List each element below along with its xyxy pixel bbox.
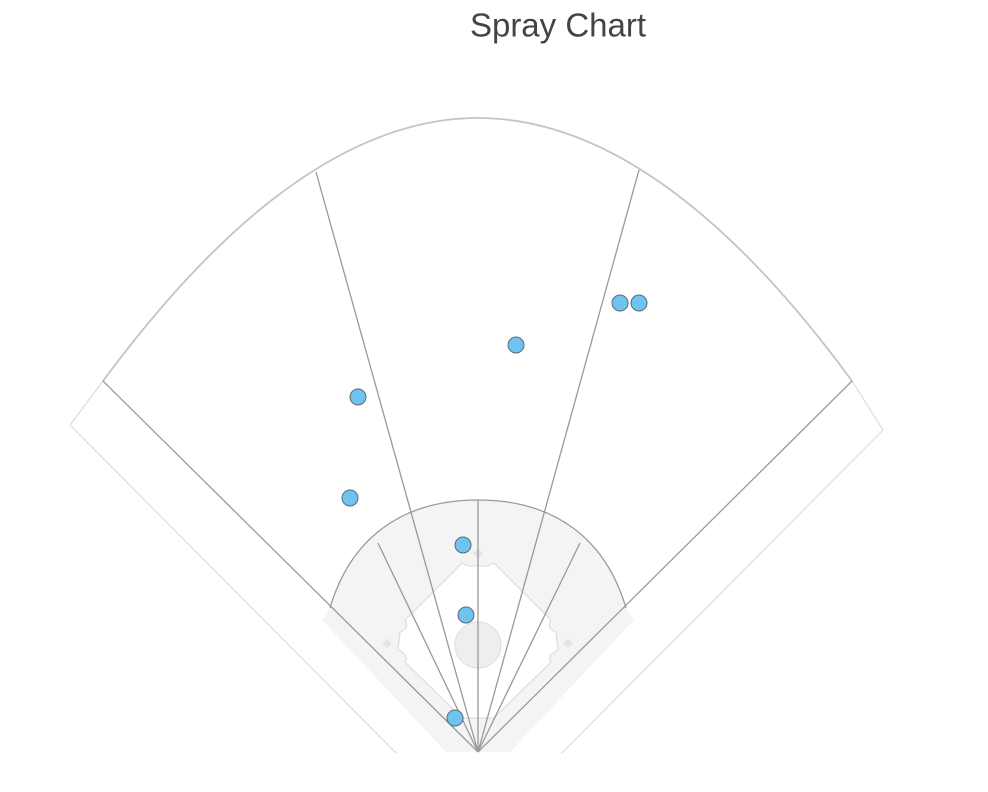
chart-title: Spray Chart — [470, 7, 646, 44]
foul-line — [477, 380, 853, 753]
wall — [851, 380, 884, 431]
zone-line — [315, 171, 479, 753]
hit-point — [446, 709, 464, 727]
hit-point — [457, 606, 475, 624]
base — [563, 638, 573, 649]
wall — [69, 380, 104, 426]
hit-point — [507, 336, 525, 354]
foul-line — [102, 380, 479, 753]
foul-boundary — [561, 429, 884, 753]
zone-line — [477, 542, 581, 753]
hit-point — [341, 489, 359, 507]
foul-boundary — [69, 424, 397, 753]
hit-point — [454, 536, 472, 554]
hit-point — [630, 294, 648, 312]
zone-line — [477, 169, 640, 753]
outfield-wall — [102, 117, 853, 382]
hit-point — [611, 294, 629, 312]
hit-point — [349, 388, 367, 406]
field — [69, 117, 884, 753]
